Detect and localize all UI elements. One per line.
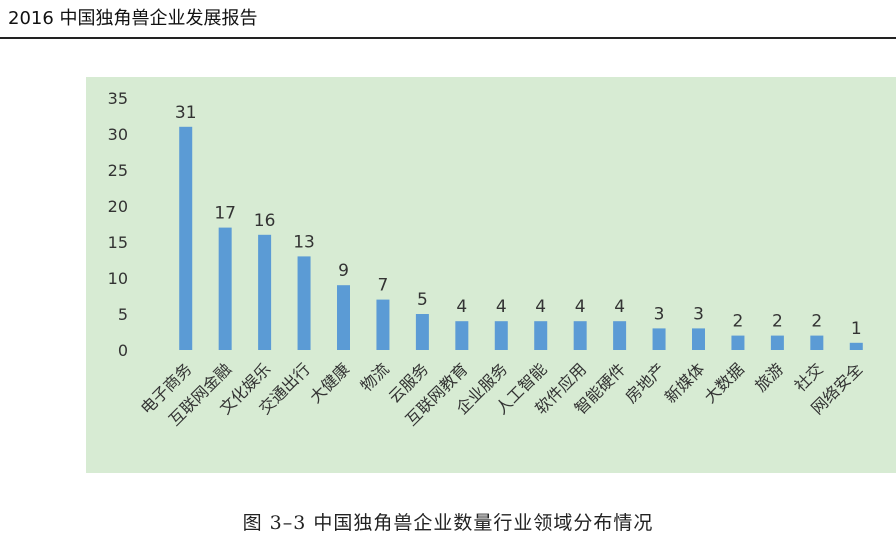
y-tick-label: 10	[108, 269, 128, 288]
report-header-title: 2016 中国独角兽企业发展报告	[8, 8, 258, 29]
data-label: 3	[654, 304, 665, 324]
bar	[218, 227, 232, 350]
header-divider	[0, 37, 896, 39]
data-label: 2	[733, 312, 744, 332]
bar	[415, 314, 429, 350]
data-label: 3	[693, 304, 704, 324]
figure-caption: 图 3–3 中国独角兽企业数量行业领域分布情况	[242, 512, 654, 534]
data-label: 5	[417, 290, 428, 310]
data-label: 4	[535, 297, 546, 317]
bar	[731, 335, 745, 350]
y-tick-label: 20	[108, 197, 128, 216]
bar	[534, 321, 548, 350]
bar	[494, 321, 508, 350]
bar	[337, 285, 350, 350]
bar	[455, 321, 469, 350]
y-tick-label: 0	[118, 341, 128, 360]
y-tick-label: 35	[108, 89, 128, 108]
data-labels-group: 31 17 16 13 9 7 5 4 4 4 4 4 3 3 2 2 2 1	[175, 103, 862, 339]
bar	[376, 299, 390, 350]
bar	[810, 335, 824, 350]
bar	[770, 335, 784, 350]
chart-area: 0 5 10 15 20 25 30 35 31 17 16 13 9 7 5 4 4 4 4 4 3 3 2 2 2 1 电子…	[86, 77, 896, 473]
data-label: 9	[338, 261, 349, 281]
data-label: 4	[575, 297, 586, 317]
bar	[692, 328, 705, 350]
data-label: 2	[772, 312, 783, 332]
bar	[652, 328, 666, 350]
bars-group	[179, 126, 863, 350]
plot-background	[86, 77, 896, 473]
data-label: 17	[214, 204, 236, 224]
data-label: 1	[851, 319, 862, 339]
bar	[179, 126, 193, 350]
data-label: 7	[378, 276, 389, 296]
data-label: 2	[811, 312, 822, 332]
data-label: 16	[254, 211, 276, 231]
bar	[613, 321, 627, 350]
data-label: 31	[175, 103, 197, 123]
data-label: 4	[456, 297, 467, 317]
data-label: 4	[614, 297, 625, 317]
y-tick-label: 30	[108, 125, 128, 144]
y-tick-label: 25	[108, 161, 128, 180]
bar	[849, 342, 863, 350]
data-label: 13	[293, 232, 315, 252]
y-axis-ticks: 0 5 10 15 20 25 30 35	[108, 89, 128, 360]
bar	[573, 321, 587, 350]
data-label: 4	[496, 297, 507, 317]
y-tick-label: 5	[118, 305, 128, 324]
bar	[297, 256, 311, 350]
bar	[258, 234, 272, 350]
y-tick-label: 15	[108, 233, 128, 252]
